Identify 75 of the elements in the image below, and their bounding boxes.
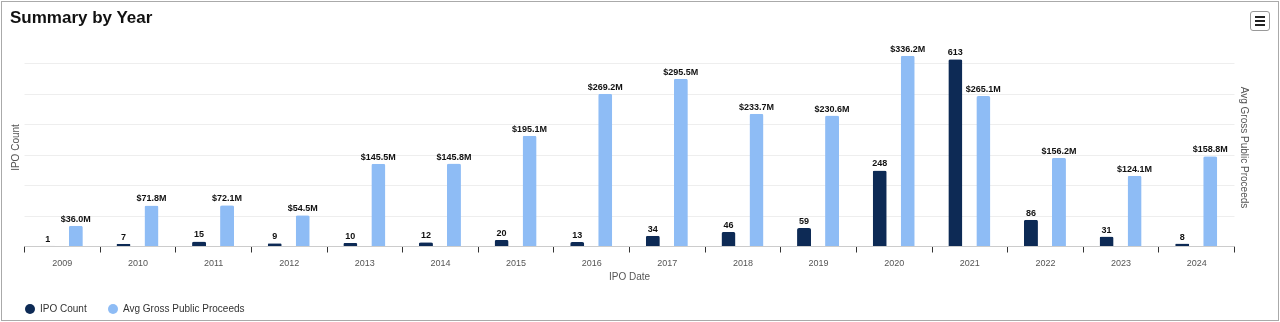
data-label: $71.8M xyxy=(136,193,167,204)
x-tick-label: 2020 xyxy=(884,257,905,268)
data-label: 31 xyxy=(1101,224,1112,235)
data-label: $72.1M xyxy=(212,193,243,204)
x-tick-label: 2013 xyxy=(354,257,375,268)
bar xyxy=(797,228,812,246)
data-label: 15 xyxy=(194,229,205,240)
x-tick-label: 2018 xyxy=(732,257,753,268)
x-tick-label: 2011 xyxy=(203,257,224,268)
data-label: $158.8M xyxy=(1192,144,1228,155)
x-tick-label: 2016 xyxy=(581,257,602,268)
data-label: $54.5M xyxy=(287,203,318,214)
x-tick-label: 2021 xyxy=(959,257,980,268)
data-label: $336.2M xyxy=(890,43,926,54)
data-label: 8 xyxy=(1179,231,1185,242)
y-axis-title: IPO Count xyxy=(9,123,21,171)
data-label: 59 xyxy=(799,216,810,227)
bar xyxy=(220,205,235,246)
data-label: $145.5M xyxy=(360,151,396,162)
bar xyxy=(1051,157,1066,246)
bar xyxy=(749,113,764,246)
data-label: 9 xyxy=(272,231,278,242)
legend-label: Avg Gross Public Proceeds xyxy=(123,303,245,314)
data-label: 10 xyxy=(345,230,356,241)
chart-title: Summary by Year xyxy=(10,7,153,27)
data-label: 86 xyxy=(1025,207,1036,218)
bar xyxy=(721,231,736,246)
data-label: 613 xyxy=(947,47,963,58)
data-label: $36.0M xyxy=(60,213,91,224)
data-label: $145.8M xyxy=(436,151,472,162)
x-tick-label: 2024 xyxy=(1186,257,1207,268)
x-tick-label: 2017 xyxy=(657,257,678,268)
data-label: $230.6M xyxy=(814,103,850,114)
bar xyxy=(295,215,310,246)
bar xyxy=(598,93,613,246)
data-label: 1 xyxy=(45,233,51,244)
x-tick-label: 2015 xyxy=(506,257,527,268)
bar xyxy=(371,163,386,246)
data-label: 46 xyxy=(723,219,734,230)
legend-label: IPO Count xyxy=(40,303,87,314)
x-tick-label: 2009 xyxy=(52,257,73,268)
x-tick-label: 2022 xyxy=(1035,257,1056,268)
data-label: 34 xyxy=(647,223,658,234)
x-axis-title: IPO Date xyxy=(608,270,651,282)
bar xyxy=(446,163,461,246)
data-label: 13 xyxy=(572,230,583,241)
data-label: 248 xyxy=(872,158,888,169)
data-label: $156.2M xyxy=(1041,145,1077,156)
bar xyxy=(68,225,83,246)
x-tick-label: 2023 xyxy=(1111,257,1132,268)
x-tick-label: 2019 xyxy=(808,257,829,268)
data-label: $195.1M xyxy=(512,123,548,134)
bar xyxy=(872,170,887,246)
data-label: 12 xyxy=(420,230,431,241)
x-tick-label: 2014 xyxy=(430,257,451,268)
data-label: $269.2M xyxy=(587,81,623,92)
y2-axis-title: Avg Gross Public Proceeds xyxy=(1238,86,1250,209)
bar xyxy=(144,205,159,246)
data-label: $124.1M xyxy=(1117,163,1153,174)
bar xyxy=(900,55,915,246)
bar xyxy=(673,78,688,246)
x-tick-label: 2010 xyxy=(127,257,148,268)
bar xyxy=(976,96,991,246)
bar xyxy=(522,135,537,246)
bar xyxy=(1023,219,1038,246)
data-label: $265.1M xyxy=(965,84,1001,95)
bar xyxy=(825,115,840,246)
bar xyxy=(1127,175,1142,246)
data-label: $295.5M xyxy=(663,66,699,77)
bar xyxy=(1203,156,1218,246)
x-tick-label: 2012 xyxy=(279,257,300,268)
data-label: $233.7M xyxy=(738,101,774,112)
data-label: 20 xyxy=(496,227,507,238)
bar xyxy=(948,59,963,246)
data-label: 7 xyxy=(120,231,126,242)
